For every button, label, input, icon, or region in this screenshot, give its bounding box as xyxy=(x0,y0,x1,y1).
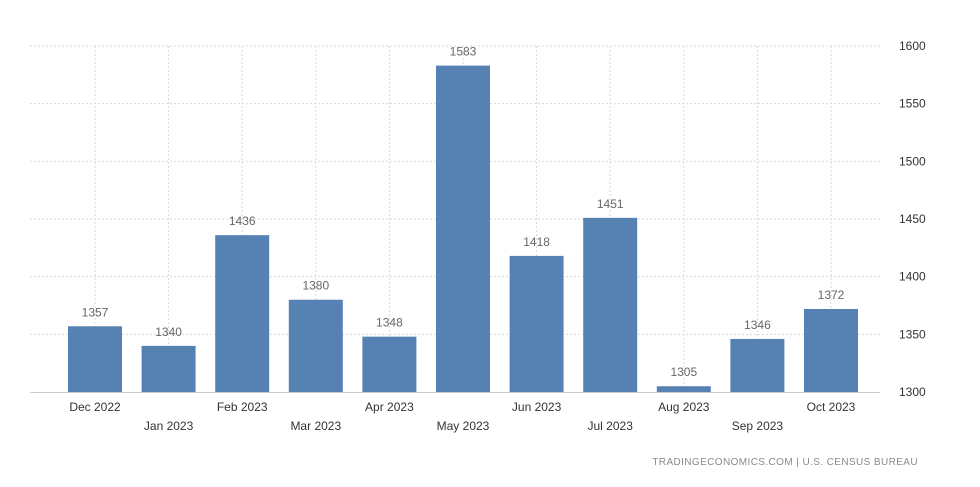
bar xyxy=(215,235,270,392)
y-tick-label: 1600 xyxy=(899,39,926,53)
y-tick-label: 1500 xyxy=(899,154,926,168)
data-label: 1436 xyxy=(229,214,256,228)
y-tick-label: 1300 xyxy=(899,385,926,399)
bar xyxy=(656,386,711,392)
x-tick-label: Feb 2023 xyxy=(217,400,268,414)
data-label: 1357 xyxy=(82,305,109,319)
x-tick-label: Jul 2023 xyxy=(588,419,634,433)
source-note: TRADINGECONOMICS.COM | U.S. CENSUS BUREA… xyxy=(652,457,918,468)
bar xyxy=(362,336,417,392)
x-tick-label: Jan 2023 xyxy=(144,419,194,433)
bar xyxy=(804,308,858,392)
bar xyxy=(436,65,490,393)
bar xyxy=(509,255,564,392)
y-tick-label: 1550 xyxy=(899,97,926,111)
data-label: 1305 xyxy=(670,365,697,379)
bar xyxy=(288,299,343,392)
bar xyxy=(68,326,122,392)
x-tick-label: Mar 2023 xyxy=(290,419,341,433)
x-tick-label: Aug 2023 xyxy=(658,400,710,414)
x-tick-label: Jun 2023 xyxy=(512,400,562,414)
x-tick-label: Oct 2023 xyxy=(807,400,856,414)
data-label: 1451 xyxy=(597,197,624,211)
data-label: 1380 xyxy=(302,279,329,293)
x-tick-label: May 2023 xyxy=(437,419,490,433)
data-label: 1418 xyxy=(523,235,550,249)
y-tick-label: 1350 xyxy=(899,327,926,341)
bar xyxy=(730,338,785,392)
x-tick-label: Dec 2022 xyxy=(69,400,121,414)
x-tick-label: Apr 2023 xyxy=(365,400,414,414)
y-tick-label: 1450 xyxy=(899,212,926,226)
x-tick-label: Sep 2023 xyxy=(732,419,784,433)
bar xyxy=(583,217,638,392)
data-label: 1372 xyxy=(818,288,845,302)
data-label: 1340 xyxy=(155,325,182,339)
data-label: 1346 xyxy=(744,318,771,332)
data-label: 1583 xyxy=(450,45,477,59)
y-tick-label: 1400 xyxy=(899,270,926,284)
bar xyxy=(141,345,196,392)
data-label: 1348 xyxy=(376,316,403,330)
